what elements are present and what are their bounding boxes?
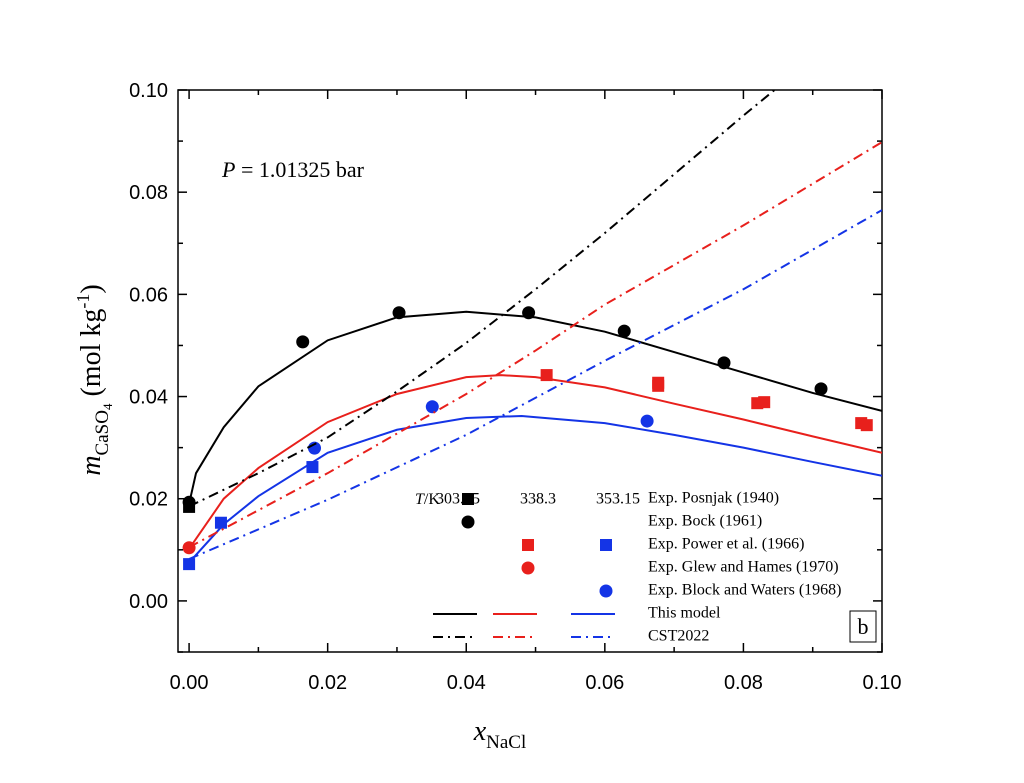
model-line — [188, 374, 882, 550]
model-line — [188, 209, 882, 560]
legend-label: Exp. Bock (1961) — [648, 513, 762, 530]
data-point — [296, 335, 310, 349]
data-point — [640, 414, 654, 428]
annotation-symbol: P — [221, 157, 235, 182]
data-point — [652, 379, 665, 392]
legend-header-unit: /K — [424, 491, 440, 508]
legend-label: Exp. Glew and Hames (1970) — [648, 559, 839, 576]
legend-marker — [521, 561, 535, 575]
y-tick-label: 0.00 — [129, 591, 168, 613]
data-point — [814, 382, 828, 396]
annotation-text: = 1.01325 bar — [235, 157, 364, 182]
plot-frame — [177, 89, 883, 653]
y-label-close: ) — [76, 284, 107, 293]
data-point — [758, 396, 771, 409]
curves — [182, 90, 882, 571]
x-tick-label: 0.06 — [585, 672, 624, 694]
legend-header: T/K — [415, 491, 440, 508]
model-line — [188, 90, 776, 508]
legend-label: Exp. Posnjak (1940) — [648, 490, 779, 507]
y-tick-label: 0.02 — [129, 489, 168, 511]
data-point — [425, 400, 439, 414]
y-axis-label: mCaSO4 (mol kg-1) — [73, 284, 115, 475]
legend-header-symbol: T — [415, 491, 425, 508]
legend-marker — [461, 515, 475, 529]
legend-marker — [522, 539, 534, 551]
model-line — [188, 310, 882, 505]
x-tick-label: 0.10 — [863, 672, 902, 694]
legend-label: CST2022 — [648, 628, 709, 645]
model-line — [188, 414, 882, 564]
annotation: P = 1.01325 bar — [221, 157, 365, 182]
x-label-symbol: x — [473, 716, 487, 747]
x-tick-label: 0.04 — [447, 672, 486, 694]
panel-box — [849, 610, 877, 643]
legend-temperature: 338.3 — [520, 491, 556, 508]
y-tick-label: 0.08 — [129, 182, 168, 204]
model-line — [188, 141, 882, 549]
y-label-symbol: m — [76, 455, 107, 475]
y-tick-label: 0.10 — [129, 80, 168, 102]
x-tick-label: 0.08 — [724, 672, 763, 694]
x-axis-label: xNaCl — [473, 716, 527, 753]
panel-label: b — [858, 614, 869, 639]
y-label-subsub: 4 — [100, 403, 115, 410]
x-tick-label: 0.02 — [308, 672, 347, 694]
y-tick-label: 0.06 — [129, 284, 168, 306]
y-label-sub: CaSO — [92, 410, 113, 455]
legend-marker — [599, 584, 613, 598]
legend-marker — [600, 539, 612, 551]
legend-label: Exp. Power et al. (1966) — [648, 536, 804, 553]
legend-temperature: 353.15 — [596, 491, 640, 508]
y-label-unit: (mol kg — [76, 309, 107, 404]
legend-label: This model — [648, 605, 721, 622]
x-label-sub: NaCl — [486, 732, 526, 753]
data-point — [183, 558, 196, 571]
data-point — [860, 419, 873, 432]
data-point — [617, 324, 631, 338]
x-tick-label: 0.00 — [170, 672, 209, 694]
y-tick-label: 0.04 — [129, 387, 168, 409]
legend-label: Exp. Block and Waters (1968) — [648, 582, 841, 599]
legend-marker — [462, 493, 474, 505]
data-point — [214, 516, 227, 529]
y-label-sup: -1 — [73, 294, 93, 309]
